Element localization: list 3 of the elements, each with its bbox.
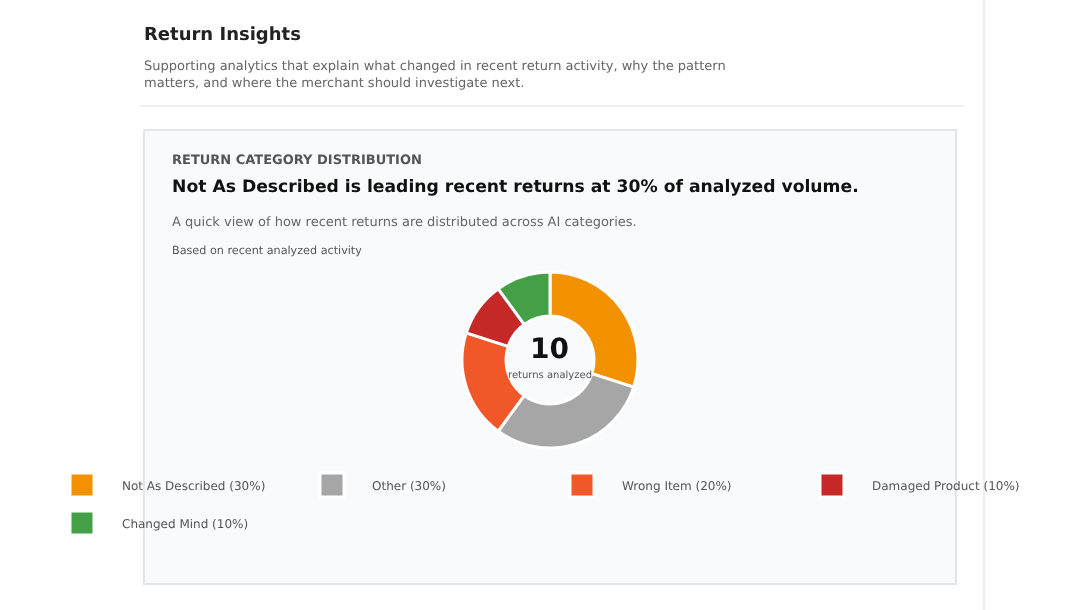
text: Not As Described is leading recent returns at 30% of analyzed volume. [172,178,859,198]
chart-title: Return Insights [144,26,301,46]
text: 10 [530,334,570,366]
